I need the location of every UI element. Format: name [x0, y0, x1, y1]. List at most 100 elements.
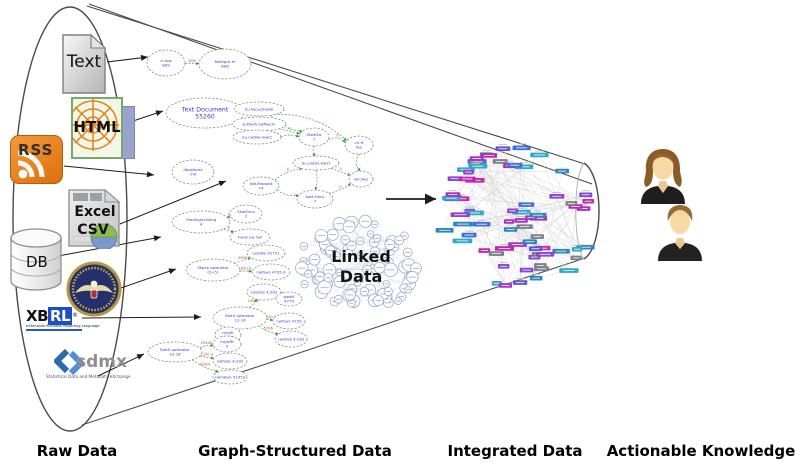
- graph-node-label: nwfsws 4-202: [217, 358, 244, 363]
- user-icon-female: [638, 146, 690, 204]
- male-user-icon: [658, 205, 702, 261]
- graph-edge: [199, 355, 214, 359]
- graph-node-label: myqfr: [222, 330, 234, 335]
- graph-node-label: 4770: [284, 299, 294, 304]
- graph-node: [212, 306, 268, 330]
- graph-edge-label: 1120-3: [264, 315, 277, 319]
- rss-waves-icon: [17, 150, 45, 179]
- xbrl-logo: XB RL ® eXtensible Business Reporting Lang…: [26, 307, 99, 331]
- spreadsheet-page-icon: [68, 188, 121, 249]
- graph-node-label: fao: [356, 145, 363, 150]
- stage-label-raw-data: Raw Data: [36, 442, 118, 460]
- graph-edge: [274, 168, 303, 181]
- graph-edge-label: 0: [228, 212, 231, 216]
- female-user-icon: [641, 149, 685, 204]
- graph-node: [246, 244, 286, 262]
- graph-node: [212, 352, 248, 370]
- xbrl-wordmark: XB RL ®: [26, 307, 96, 325]
- graph-edge-label: 1120-3: [200, 353, 213, 357]
- graph-edge: [278, 128, 301, 135]
- graph-edge: [280, 134, 300, 138]
- linked-data-label: Data: [340, 267, 383, 286]
- graph-node-label: 7: [313, 137, 316, 142]
- graph-edge: [277, 189, 299, 196]
- graph-node: [292, 155, 340, 171]
- graph-edge-label: 0: [340, 167, 343, 171]
- graph-node: [242, 176, 280, 196]
- graph-node: [232, 129, 282, 145]
- graph-node-label: 12-14: [234, 318, 246, 323]
- graph-node-label: ch.ft: [355, 140, 364, 145]
- graph-node-label: Su.cwdwr-wwct: [242, 134, 272, 139]
- graph-node: [147, 341, 203, 363]
- graph-edge-label: 0: [339, 185, 342, 189]
- graph-node-label: nwfsws 4735-3: [256, 269, 286, 274]
- graph-node-label: wwklf: [283, 294, 295, 299]
- graph-node: [212, 335, 242, 353]
- xbrl-xb: XB: [26, 307, 49, 325]
- graph-edge: [223, 228, 235, 233]
- graph-node: [298, 127, 330, 147]
- csv-label: CSV: [77, 222, 109, 238]
- graph-node-label: RwtX opwrwtor: [225, 313, 255, 318]
- spiderweb-icon: [73, 99, 119, 151]
- text-file-label: Text: [66, 51, 102, 72]
- graph-edge-label: 0: [288, 127, 291, 131]
- graph-node: [171, 159, 215, 185]
- graph-node-label: 4: [200, 222, 203, 227]
- graph-node-label: 74: [259, 186, 264, 191]
- graph-node-label: 809: [162, 63, 170, 68]
- graph-node-label: ddt.Rwqwst: [250, 181, 273, 186]
- graph-node-label: 4: [226, 344, 229, 349]
- graph-node-label: cl.fow: [160, 58, 172, 63]
- xbrl-rl: RL: [48, 307, 73, 325]
- graph-node-label: w.Pwofr.swftwcm: [243, 121, 276, 126]
- graph-node-label: cwmbws 51452: [215, 374, 246, 379]
- source-arrows: [57, 54, 227, 377]
- html-file-icon: HTML: [71, 97, 135, 163]
- database-icon: DB: [9, 227, 63, 293]
- graph-node-label: m4: [190, 172, 197, 177]
- sdmx-logo: sdmx Statistical Data and Metadata eXcha…: [46, 346, 131, 384]
- graph-node-label: mywffr: [220, 339, 234, 344]
- sec-seal-icon: [66, 261, 122, 317]
- graph-node-label: 2: [245, 214, 248, 219]
- graph-node-label: 7: [314, 199, 317, 204]
- graph-node: [231, 116, 287, 132]
- graph-edge: [270, 114, 303, 132]
- graph-node: [233, 101, 285, 117]
- graph-node-label: dbasforex: [183, 167, 203, 172]
- graph-node-label: Stwck opwrwtor: [197, 265, 229, 270]
- graph-edge: [199, 345, 214, 349]
- graph-edge-label: 5706: [264, 327, 274, 331]
- graph-node: [251, 263, 291, 281]
- rss-label: RSS: [18, 141, 54, 159]
- graph-node-label: Fwds vw rwt: [238, 234, 263, 239]
- graph-node: [229, 204, 263, 224]
- graph-node-label: wh.fwo: [354, 176, 368, 181]
- xbrl-registered-mark: ®: [72, 312, 78, 319]
- rss-icon: RSS: [10, 135, 63, 184]
- graph-node: [198, 48, 252, 80]
- excel-label: Excel: [74, 204, 116, 220]
- graph-node: [274, 330, 308, 348]
- graph-node-label: Nethgra.m: [215, 59, 236, 64]
- graph-node-label: cwshbs 4-202: [278, 336, 305, 341]
- graph-node-label: cwshbs 4:202: [251, 289, 278, 294]
- graph-edge: [355, 153, 361, 172]
- graph-edge-label: 4: [287, 168, 290, 172]
- graph-edge: [234, 257, 251, 264]
- graph-node: [185, 258, 241, 282]
- graph-node: [348, 170, 374, 188]
- graph-node-label: wwt.Fwcy: [306, 194, 326, 199]
- spreadsheet-icon: Excel CSV: [67, 187, 123, 249]
- graph-edge: [328, 137, 346, 143]
- seal-emblem-icon: [66, 261, 122, 317]
